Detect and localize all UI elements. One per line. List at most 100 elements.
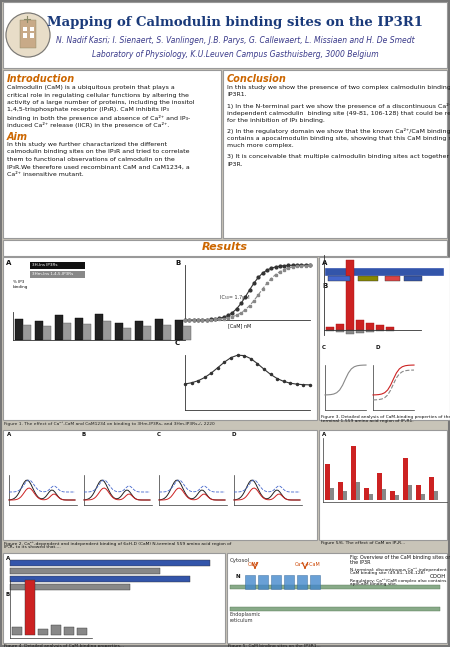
Bar <box>38 629 48 635</box>
Text: Endoplasmic
reticulum: Endoplasmic reticulum <box>230 612 261 623</box>
Text: D: D <box>376 345 381 350</box>
Bar <box>23 33 27 38</box>
Bar <box>421 494 425 500</box>
Text: calmodulin binding sites on the IP₃R and tried to correlate: calmodulin binding sites on the IP₃R and… <box>7 149 189 155</box>
Bar <box>83 324 91 340</box>
Bar <box>103 321 111 340</box>
Bar <box>358 276 378 281</box>
Bar <box>319 257 450 420</box>
Text: A: A <box>322 260 328 266</box>
Bar <box>330 488 334 500</box>
Bar <box>376 325 384 330</box>
Bar <box>385 276 400 281</box>
Bar <box>15 319 23 340</box>
Text: A: A <box>322 432 326 437</box>
Bar <box>12 627 22 635</box>
Circle shape <box>6 13 50 57</box>
Bar <box>258 575 268 589</box>
Bar <box>175 320 183 340</box>
Bar <box>3 2 447 68</box>
Bar <box>369 494 373 500</box>
Bar <box>3 430 317 540</box>
Text: Figure 4. Detailed analysis of CaM-binding properties...: Figure 4. Detailed analysis of CaM-bindi… <box>4 644 124 647</box>
Text: C: C <box>157 432 161 437</box>
Text: Figure 5/6. The effect of CaM on IP₃R...: Figure 5/6. The effect of CaM on IP₃R... <box>321 541 405 545</box>
Text: Regulatory: Ca²⁺/CaM complex also contains: Regulatory: Ca²⁺/CaM complex also contai… <box>350 578 446 583</box>
Bar <box>310 575 320 589</box>
Bar <box>23 325 31 340</box>
Bar <box>10 560 210 566</box>
Bar <box>364 488 369 500</box>
Text: apoCalM binding site.: apoCalM binding site. <box>350 582 397 586</box>
Bar <box>356 320 364 330</box>
Text: B: B <box>175 260 180 266</box>
Bar <box>326 327 334 330</box>
Text: In this study we show the presence of two complex calmodulin binding on the: In this study we show the presence of tw… <box>227 85 450 90</box>
Bar <box>230 585 440 589</box>
Bar <box>343 491 347 500</box>
Text: IP₃R.We therefore used recombinant CaM and CaM1234, a: IP₃R.We therefore used recombinant CaM a… <box>7 164 190 170</box>
Bar <box>55 315 63 340</box>
Text: 2) In the regulatory domain we show that the known Ca²⁺/CaM binding site also: 2) In the regulatory domain we show that… <box>227 129 450 135</box>
Text: D: D <box>232 432 237 437</box>
Text: CaM: CaM <box>248 562 259 567</box>
Text: Conclusion: Conclusion <box>227 74 287 84</box>
Bar <box>35 321 43 340</box>
Text: % IP3
binding: % IP3 binding <box>13 280 28 289</box>
Bar <box>377 473 382 500</box>
Bar <box>429 477 434 500</box>
Bar <box>43 326 51 340</box>
Bar <box>230 607 440 611</box>
Bar <box>10 568 160 574</box>
Text: Calmodulin (CaM) is a ubiquitous protein that plays a: Calmodulin (CaM) is a ubiquitous protein… <box>7 85 175 90</box>
Text: B: B <box>6 592 10 597</box>
Text: N. Nadif Kasri; I. Sienaert, S. Vanlingen, J.B. Parys, G. Callewaert, L. Missiae: N. Nadif Kasri; I. Sienaert, S. Vanlinge… <box>56 36 414 45</box>
Bar <box>30 27 34 31</box>
Bar <box>403 458 408 500</box>
Text: much more complex.: much more complex. <box>227 144 294 149</box>
Bar <box>386 330 394 331</box>
Text: Introduction: Introduction <box>7 74 75 84</box>
Text: B: B <box>322 283 327 289</box>
Bar <box>356 330 364 333</box>
Bar <box>30 33 34 38</box>
Text: Figure 5: CaM binding sites on the IP3R1...: Figure 5: CaM binding sites on the IP3R1… <box>228 644 320 647</box>
Bar <box>30 262 85 269</box>
Text: COOH: COOH <box>430 574 446 579</box>
Bar <box>366 323 374 330</box>
Text: 1,4,5-trisphosphate receptor (IP₃R). CaM inhibits IP₃: 1,4,5-trisphosphate receptor (IP₃R). CaM… <box>7 107 169 113</box>
Bar <box>23 27 27 31</box>
Bar <box>271 575 281 589</box>
Text: Results: Results <box>202 242 248 252</box>
Bar <box>3 553 225 643</box>
Bar <box>376 330 384 331</box>
Text: binding in both the presence and absence of Ca²⁺ and IP₃-: binding in both the presence and absence… <box>7 115 190 121</box>
Text: A: A <box>7 432 11 437</box>
Text: A: A <box>6 260 11 266</box>
Text: N: N <box>235 574 239 579</box>
Text: activity of a large number of proteins, including the inositol: activity of a large number of proteins, … <box>7 100 194 105</box>
Text: induced Ca²⁺ release (IICR) in the presence of Ca²⁺.: induced Ca²⁺ release (IICR) in the prese… <box>7 122 169 129</box>
Text: In this study we further charactarized the different: In this study we further charactarized t… <box>7 142 167 147</box>
Text: the IP3R: the IP3R <box>350 560 370 565</box>
Bar <box>10 576 190 582</box>
Bar <box>163 325 171 340</box>
Text: B: B <box>82 432 86 437</box>
Bar <box>356 482 360 500</box>
Text: 3H-Ins IP3Rs: 3H-Ins IP3Rs <box>32 263 58 267</box>
Bar <box>297 575 307 589</box>
Text: contains a apocalmodulin binding site, showing that this CaM binding site is: contains a apocalmodulin binding site, s… <box>227 136 450 141</box>
Bar <box>25 580 35 635</box>
Bar <box>319 430 447 540</box>
Bar <box>75 318 83 340</box>
Bar <box>328 276 350 281</box>
Bar <box>336 330 344 332</box>
Bar <box>3 257 317 420</box>
Bar <box>227 553 447 643</box>
Bar <box>366 330 374 332</box>
Bar <box>416 485 421 500</box>
Bar <box>395 495 399 500</box>
Bar <box>3 240 447 256</box>
Text: Mapping of Calmodulin binding sites on the IP3R1: Mapping of Calmodulin binding sites on t… <box>47 16 423 29</box>
Bar <box>382 489 386 500</box>
